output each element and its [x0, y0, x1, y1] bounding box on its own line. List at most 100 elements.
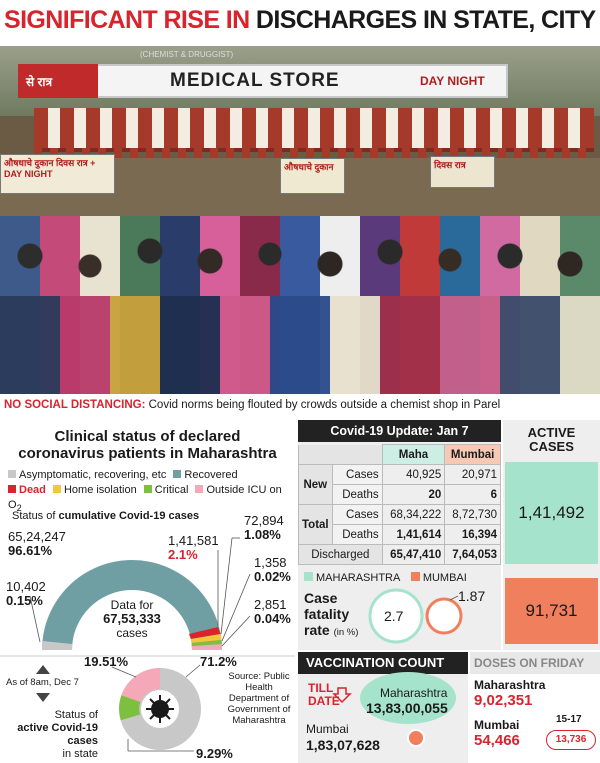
active-status-label: Status of active Covid-19 cases in state: [17, 709, 98, 760]
headline-black: DISCHARGES IN STATE, CITY: [255, 6, 596, 34]
table-row: Discharged 65,47,410 7,64,053: [298, 544, 501, 565]
caption-text: Covid norms being flouted by crowds outs…: [145, 399, 501, 411]
till-date-label: TILL DATE: [308, 681, 340, 708]
legend-swatch-asymptomatic: [8, 470, 16, 478]
leader-line-home-b: [220, 537, 233, 635]
legend-swatch-o2: [195, 485, 204, 493]
donut-critical: [119, 695, 141, 721]
arrow-down-icon: [332, 687, 352, 704]
table-row: Deaths 20 6: [299, 484, 501, 505]
col-mumbai: Mumbai: [444, 444, 501, 465]
store-sign: [18, 64, 508, 98]
leader-line-critical: [221, 573, 251, 642]
cfr-value-mumbai: 1.87: [458, 588, 486, 604]
vacc-bubble-mumbai: [407, 729, 425, 747]
cfr-legend: MAHARASHTRA MUMBAI: [304, 572, 467, 584]
photo-caption: NO SOCIAL DISTANCING: Covid norms being …: [0, 396, 600, 418]
triangle-up-icon: [36, 665, 50, 674]
teen-doses-badge: 13,736: [546, 730, 596, 750]
active-cases-panel: ACTIVE CASES 1,41,492 91,731: [503, 420, 600, 650]
leader-line-o2: [221, 615, 251, 647]
triangle-down-icon: [36, 693, 50, 702]
asymptomatic-arc: [41, 641, 73, 650]
caption-lead: NO SOCIAL DISTANCING:: [4, 399, 146, 411]
cfr-circle-maharashtra: [368, 588, 424, 644]
cumulative-semicircle-chart: [0, 537, 295, 657]
store-sign-left-text: से रात्र: [26, 75, 53, 89]
active-title: ACTIVE CASES: [527, 425, 576, 454]
active-pct-top: 19.51%: [84, 654, 129, 669]
source-note: Source: Public Health Department of Gove…: [227, 671, 291, 726]
shop-board-right: दिवस रात्र: [430, 156, 495, 188]
store-sign-text: MEDICAL STORE: [170, 70, 340, 91]
table-row: Deaths 1,41,614 16,394: [299, 524, 501, 545]
cfr-label: Case fatality rate (in %): [304, 590, 359, 638]
row-discharged: Discharged: [298, 544, 383, 565]
dead-arc: [189, 627, 221, 639]
cfr-leader: [449, 595, 459, 601]
o2-arc: [191, 644, 222, 650]
shop-board-center: औषधाचे दुकान: [280, 158, 345, 194]
dead-value: 1,41,581 2.1%: [168, 533, 219, 562]
doses-friday-panel: DOSES ON FRIDAY Maharashtra 9,02,351 Mum…: [470, 652, 600, 763]
covid-update-panel: Covid-19 Update: Jan 7 Maha Mumbai New C…: [298, 420, 501, 650]
vacc-mumbai-label: Mumbai: [306, 722, 349, 736]
clinical-title: Clinical status of declared coronavirus …: [18, 428, 277, 462]
headline-red: SIGNIFICANT RISE IN: [4, 6, 250, 34]
as-of-label: As of 8am, Dec 7: [6, 677, 79, 688]
friday-mumbai-value: 54,466: [474, 732, 520, 749]
active-donut-chart: [111, 664, 201, 752]
clinical-legend: Asymptomatic, recovering, etc Recovered …: [8, 469, 282, 514]
total-cases-label: Data for 67,53,333 cases: [103, 598, 161, 640]
update-title: Covid-19 Update: Jan 7: [298, 420, 501, 442]
headline: SIGNIFICANT RISE IN DISCHARGES IN STATE,…: [0, 0, 600, 46]
friday-maha-label: Maharashtra: [474, 678, 546, 692]
recovered-arc: [42, 560, 222, 650]
vaccination-bubbles: [332, 672, 456, 747]
vacc-bubble-maharashtra: [360, 672, 456, 724]
virus-icon: [146, 695, 174, 723]
news-photo: से रात्र (CHEMIST & DRUGGIST) MEDICAL ST…: [0, 46, 600, 394]
vaccination-panel: VACCINATION COUNT TILL DATE Maharashtra …: [298, 652, 468, 763]
cfr-circles: [368, 588, 463, 644]
vaccination-title: VACCINATION COUNT: [298, 652, 468, 674]
legend-swatch-critical: [143, 485, 152, 493]
vacc-maha-label: Maharashtra: [380, 686, 448, 700]
home-isolation-value: 72,894 1.08%: [244, 513, 284, 542]
active-pct-main: 71.2%: [200, 654, 237, 669]
legend-swatch-mumbai: [410, 572, 420, 581]
awning-fringe: [34, 148, 594, 158]
donut-o2: [121, 668, 160, 702]
asymptomatic-value: 10,402 0.15%: [6, 579, 46, 608]
critical-arc: [191, 640, 222, 646]
crowd-foreground: [0, 296, 600, 394]
store-sign-day-night: DAY NIGHT: [420, 74, 485, 88]
update-table: Maha Mumbai New Cases 40,925 20,971 Deat…: [298, 444, 501, 565]
recovered-value: 65,24,247 96.61%: [8, 529, 66, 558]
cumulative-label: Status of cumulative Covid-19 cases: [12, 510, 200, 522]
table-row: New Cases 40,925 20,971: [298, 464, 501, 505]
table-header-row: Maha Mumbai: [298, 444, 501, 465]
legend-swatch-dead: [8, 485, 16, 493]
active-pct-bottom: 9.29%: [196, 746, 233, 761]
legend-swatch-maharashtra: [304, 572, 313, 581]
active-mumbai: 91,731: [505, 578, 598, 644]
friday-mumbai-label: Mumbai: [474, 718, 520, 732]
cfr-circle-mumbai: [425, 597, 463, 635]
striped-awning: [34, 108, 594, 152]
age-range-label: 15-17: [556, 714, 582, 725]
leader-line-asymptomatic: [29, 595, 41, 643]
donut-leader-main: [185, 664, 201, 678]
vacc-mumbai-value: 1,83,07,628: [306, 737, 380, 753]
o2-value: 2,851 0.04%: [254, 597, 291, 626]
store-sign-top-text: (CHEMIST & DRUGGIST): [140, 50, 234, 59]
store-sign-red-panel: [18, 64, 98, 98]
legend-swatch-home: [52, 485, 61, 493]
vacc-maha-value: 13,83,00,055: [366, 700, 448, 716]
clinical-status-panel: Clinical status of declared coronavirus …: [0, 420, 295, 763]
donut-leader-top: [111, 666, 137, 678]
doses-friday-title: DOSES ON FRIDAY: [470, 652, 600, 674]
friday-maha-value: 9,02,351: [474, 692, 533, 709]
active-status-section: As of 8am, Dec 7 Status of active Covid-…: [0, 655, 295, 763]
active-maharashtra: 1,41,492: [505, 462, 598, 564]
